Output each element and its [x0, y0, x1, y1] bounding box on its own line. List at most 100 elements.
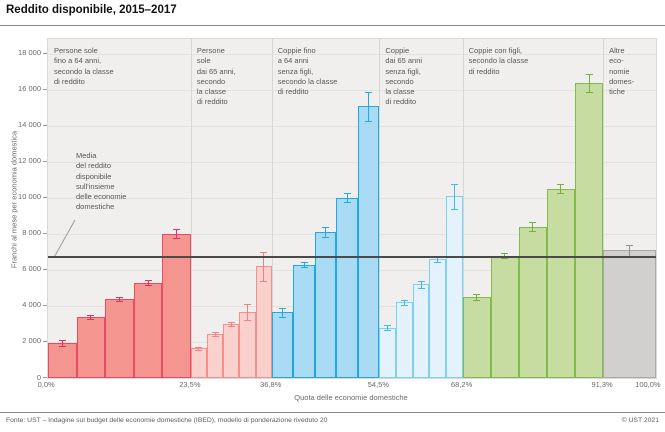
error-bar-cap — [417, 287, 425, 289]
error-bar-cap — [211, 331, 219, 333]
error-bar-cap — [400, 304, 408, 306]
error-bar-line — [118, 296, 120, 301]
y-tick-label: 0 — [36, 372, 41, 382]
chart-area: Franchi al mese per economia domestica P… — [10, 38, 661, 402]
y-tick-label: 12 000 — [18, 156, 41, 166]
group-separator — [190, 39, 192, 378]
error-bar-cap — [211, 335, 219, 337]
y-tick-label: 2 000 — [22, 336, 41, 346]
gridline — [48, 125, 656, 127]
error-bar-line — [176, 229, 178, 239]
error-bar-cap — [384, 324, 392, 326]
error-bar-cap — [300, 262, 308, 264]
error-bar-cap — [585, 91, 593, 93]
bar-coppie-con-figli-5 — [575, 82, 604, 378]
error-bar-line — [147, 280, 149, 285]
error-bar-line — [230, 321, 232, 327]
group-label-coppie-fino-64-senza-figli: Coppie fino a 64 anni senza figli, secon… — [277, 46, 338, 97]
error-bar-line — [368, 91, 370, 121]
group-separator — [462, 39, 464, 378]
error-bar-cap — [300, 266, 308, 268]
error-bar-cap — [384, 330, 392, 332]
error-bar-line — [282, 307, 283, 317]
y-tick-mark — [43, 160, 47, 162]
page-title: Reddito disponibile, 2015–2017 — [6, 4, 177, 16]
x-tick-label: 36,8% — [260, 380, 282, 389]
error-bar-cap — [195, 346, 203, 348]
error-bar-cap — [501, 258, 509, 260]
y-tick-mark — [43, 340, 47, 342]
y-tick-label: 14 000 — [18, 120, 41, 130]
gridline — [48, 53, 656, 55]
error-bar-cap — [529, 222, 537, 224]
error-bar-line — [629, 244, 631, 256]
x-tick-label: 68,2% — [451, 380, 473, 389]
error-bar-cap — [450, 183, 458, 185]
error-bar-cap — [626, 244, 634, 246]
y-tick-mark — [43, 124, 47, 126]
error-bar-line — [303, 262, 305, 267]
source-note: Fonte: UST – Indagine sul budget delle e… — [6, 417, 328, 424]
y-tick-mark — [43, 196, 47, 198]
error-bar-cap — [144, 280, 152, 282]
x-tick-label: 23,5% — [179, 380, 201, 389]
group-separator — [603, 39, 605, 378]
error-bar-cap — [400, 300, 408, 302]
bar-coppie-con-figli-2 — [490, 255, 519, 378]
error-bar-cap — [417, 281, 425, 283]
error-bar-line — [198, 346, 200, 350]
error-bar-cap — [260, 251, 268, 253]
x-axis-title: Quota delle economie domestiche — [294, 393, 408, 402]
error-bar-cap — [58, 345, 66, 347]
group-label-persone-sole-dai-65: Persone sole dai 65 anni, secondo la cla… — [196, 46, 236, 107]
error-bar-cap — [279, 307, 286, 309]
y-tick-label: 6 000 — [22, 264, 41, 274]
error-bar-cap — [473, 299, 481, 301]
mean-reference-line — [48, 256, 656, 259]
error-bar-cap — [195, 349, 203, 351]
error-bar-cap — [529, 231, 537, 233]
copyright-note: © UST 2021 — [621, 417, 659, 424]
error-bar-cap — [450, 208, 458, 210]
error-bar-line — [453, 183, 455, 209]
error-bar-cap — [365, 120, 373, 122]
error-bar-cap — [173, 238, 181, 240]
y-tick-label: 4 000 — [22, 300, 41, 310]
group-separator — [379, 39, 381, 378]
y-tick-label: 10 000 — [18, 192, 41, 202]
y-tick-label: 16 000 — [18, 84, 41, 94]
y-tick-mark — [43, 268, 47, 270]
x-tick-label: 54,5% — [367, 380, 389, 389]
group-label-altre-economie-domestiche: Altre eco- nomie domes- tiche — [609, 46, 635, 97]
error-bar-cap — [243, 320, 251, 322]
gridline — [48, 89, 656, 91]
error-bar-line — [61, 340, 63, 346]
error-bar-cap — [343, 193, 351, 195]
error-bar-line — [90, 314, 92, 319]
error-bar-cap — [227, 321, 235, 323]
group-label-persone-sole-fino-64: Persone sole fino a 64 anni, secondo la … — [54, 46, 114, 86]
y-tick-label: 8 000 — [22, 228, 41, 238]
bar-coppie-con-figli-4 — [546, 189, 575, 378]
error-bar-line — [214, 331, 216, 336]
error-bar-line — [532, 222, 534, 232]
error-bar-line — [504, 252, 506, 259]
error-bar-line — [346, 193, 348, 203]
error-bar-line — [403, 300, 405, 305]
error-bar-cap — [227, 326, 235, 328]
error-bar-cap — [585, 73, 593, 75]
mean-annotation: Media del reddito disponibile sull'insie… — [76, 151, 127, 212]
y-tick-mark — [43, 232, 47, 234]
x-tick-label: 100,0% — [635, 380, 661, 389]
error-bar-cap — [557, 184, 565, 186]
bar-coppie-con-figli-1 — [462, 297, 491, 378]
group-label-coppie-dai-65-senza-figli: Coppie dai 65 anni senza figli, secondo … — [385, 46, 423, 107]
error-bar-line — [387, 324, 389, 331]
error-bar-cap — [322, 237, 330, 239]
mean-callout-line — [53, 219, 76, 258]
error-bar-cap — [279, 316, 286, 318]
bar-persone-sole-fino-64-3 — [105, 298, 134, 378]
error-bar-cap — [557, 193, 565, 195]
error-bar-cap — [87, 318, 95, 320]
